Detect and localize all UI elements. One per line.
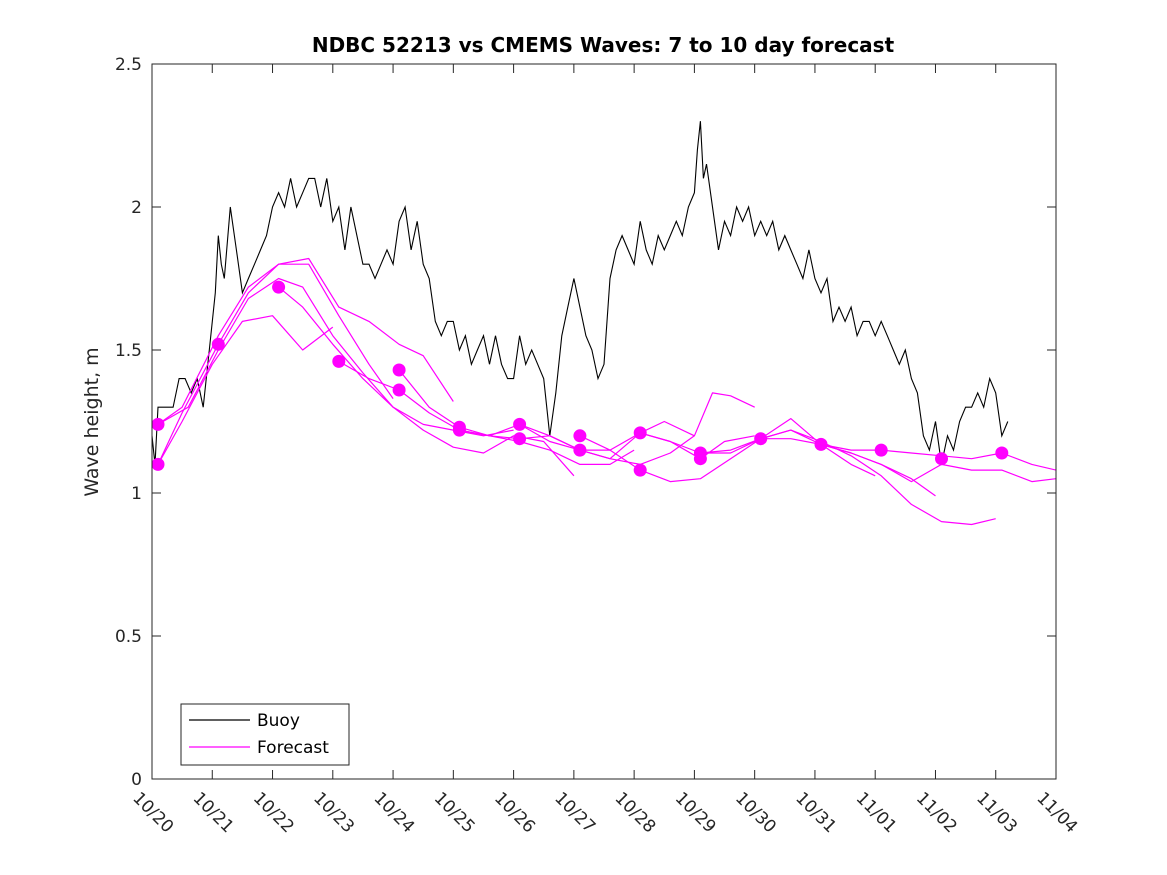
forecast-series-line-3 — [157, 257, 454, 425]
plot-area — [152, 121, 1056, 526]
forecast-series-line-10 — [579, 429, 876, 483]
buoy-series-line — [152, 121, 1009, 465]
forecast-point-marker — [754, 432, 768, 446]
chart-title: NDBC 52213 vs CMEMS Waves: 7 to 10 day f… — [312, 33, 895, 57]
forecast-point-marker — [392, 363, 406, 377]
forecast-series-line-11 — [640, 418, 936, 497]
y-tick-label: 2 — [131, 198, 142, 218]
forecast-point-marker — [995, 446, 1009, 460]
forecast-point-marker — [513, 432, 527, 446]
series-group — [152, 121, 1056, 526]
forecast-point-marker — [152, 417, 165, 431]
axes-box — [151, 63, 1057, 780]
forecast-point-marker — [152, 457, 165, 471]
forecast-series-line-13 — [760, 438, 1056, 483]
forecast-series-line-1 — [157, 315, 334, 465]
forecast-point-marker — [573, 443, 587, 457]
y-tick-label: 2.5 — [115, 55, 142, 75]
y-tick-label: 1 — [131, 484, 142, 504]
forecast-series-line-12 — [700, 429, 996, 526]
forecast-point-marker — [573, 429, 587, 443]
forecast-point-marker — [332, 354, 346, 368]
forecast-point-marker — [452, 423, 466, 437]
legend-box — [180, 703, 350, 766]
legend: Buoy Forecast — [180, 703, 350, 766]
y-tick-label: 0 — [131, 770, 142, 790]
y-tick-label: 0.5 — [115, 627, 142, 647]
forecast-point-marker — [874, 443, 888, 457]
legend-forecast-label: Forecast — [257, 738, 329, 758]
y-tick-label: 1.5 — [115, 341, 142, 361]
y-axis-label: Wave height, m — [81, 347, 103, 496]
forecast-point-marker — [814, 437, 828, 451]
forecast-point-marker — [392, 383, 406, 397]
forecast-point-marker — [272, 280, 286, 294]
forecast-point-marker — [513, 417, 527, 431]
forecast-series-line-9 — [519, 392, 755, 460]
forecast-point-marker — [633, 463, 647, 477]
forecast-point-marker — [693, 452, 707, 466]
forecast-point-marker — [633, 426, 647, 440]
forecast-point-marker — [211, 337, 225, 351]
legend-buoy-label: Buoy — [257, 711, 300, 731]
forecast-point-marker — [935, 452, 948, 466]
